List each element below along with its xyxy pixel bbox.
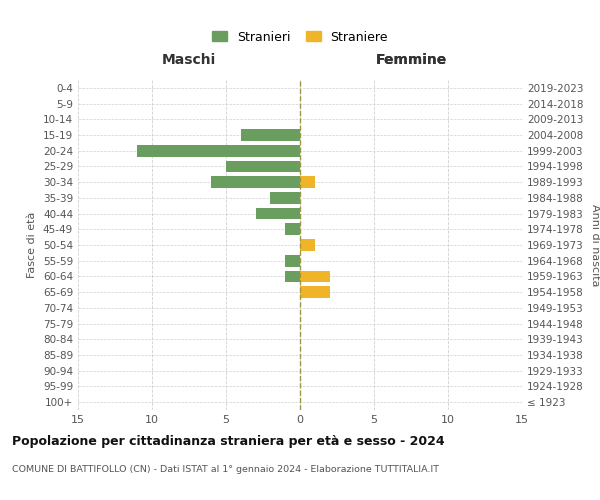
Bar <box>226 160 300 172</box>
Bar <box>241 129 300 141</box>
Text: Femmine: Femmine <box>376 53 446 67</box>
Text: Popolazione per cittadinanza straniera per età e sesso - 2024: Popolazione per cittadinanza straniera p… <box>12 435 445 448</box>
Bar <box>285 255 300 266</box>
Text: Femmine: Femmine <box>376 53 446 67</box>
Bar <box>300 286 329 298</box>
Legend: Stranieri, Straniere: Stranieri, Straniere <box>208 27 392 48</box>
Text: Maschi: Maschi <box>162 53 216 67</box>
Bar <box>300 239 315 251</box>
Bar <box>285 270 300 282</box>
Bar <box>137 145 300 156</box>
Text: COMUNE DI BATTIFOLLO (CN) - Dati ISTAT al 1° gennaio 2024 - Elaborazione TUTTITA: COMUNE DI BATTIFOLLO (CN) - Dati ISTAT a… <box>12 465 439 474</box>
Bar <box>300 270 329 282</box>
Y-axis label: Fasce di età: Fasce di età <box>28 212 37 278</box>
Bar <box>256 208 300 220</box>
Bar <box>300 176 315 188</box>
Bar <box>211 176 300 188</box>
Bar <box>271 192 300 204</box>
Y-axis label: Anni di nascita: Anni di nascita <box>590 204 600 286</box>
Bar <box>285 224 300 235</box>
